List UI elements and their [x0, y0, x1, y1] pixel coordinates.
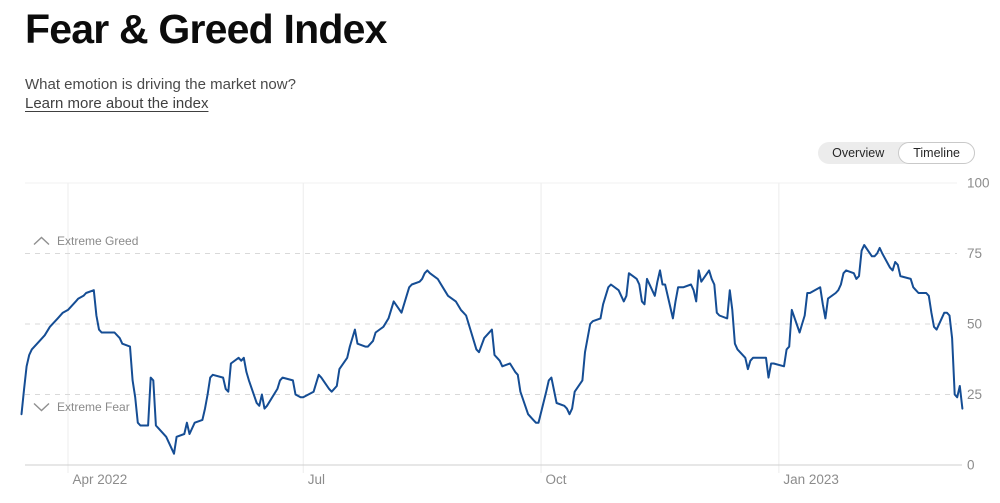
- y-axis-label: 25: [967, 387, 982, 402]
- zone-label-extreme-fear: Extreme Fear: [57, 400, 130, 414]
- zone-label-extreme-greed: Extreme Greed: [57, 234, 138, 248]
- fear-greed-chart: Apr 2022 Jul Oct Jan 2023 0 25 50 75 100 Extreme …: [0, 175, 1000, 503]
- page-subtitle: What emotion is driving the market now?: [25, 76, 296, 93]
- chevron-up-icon: [33, 236, 50, 246]
- page-title: Fear & Greed Index: [25, 6, 387, 52]
- chevron-down-icon: [33, 402, 50, 412]
- y-axis-label: 0: [967, 458, 975, 473]
- index-line[interactable]: [20, 244, 964, 455]
- toggle-option-overview[interactable]: Overview: [832, 146, 885, 160]
- x-axis-label: Oct: [546, 472, 567, 487]
- y-axis-label: 75: [967, 246, 982, 261]
- toggle-option-timeline[interactable]: Timeline: [898, 142, 975, 164]
- y-axis-label: 50: [967, 317, 982, 332]
- chart-canvas[interactable]: Apr 2022 Jul Oct Jan 2023 0 25 50 75 100 Extreme …: [0, 175, 1000, 503]
- x-axis-label: Jul: [308, 472, 325, 487]
- learn-more-link[interactable]: Learn more about the index: [25, 95, 209, 112]
- x-axis-label: Jan 2023: [783, 472, 839, 487]
- view-toggle: Overview Timeline: [818, 142, 975, 164]
- y-axis-label: 100: [967, 176, 990, 191]
- x-axis-label: Apr 2022: [73, 472, 128, 487]
